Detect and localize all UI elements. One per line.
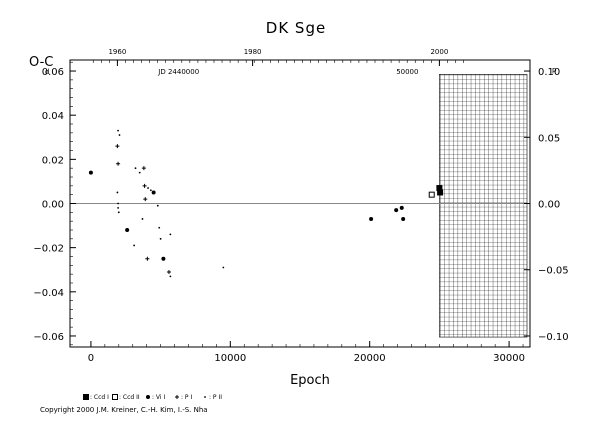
top-axis-50000-label: 50000: [396, 68, 418, 76]
top-tick-label: 1980: [244, 48, 262, 56]
right-y-tick-label: 0.05: [538, 133, 560, 144]
point-ccd-i: [436, 185, 443, 192]
point-p-ii: [117, 129, 119, 132]
point-p-ii: [118, 134, 121, 136]
point-vi-i: [151, 190, 156, 195]
point-p-ii: [134, 167, 137, 170]
point-p-ii: [169, 233, 172, 236]
point-p-ii: [117, 202, 119, 205]
point-p-ii: [156, 204, 159, 207]
point-p-ii: [116, 191, 119, 194]
y-tick-label: −0.06: [33, 332, 64, 343]
right-y-tick-label: 0.00: [538, 200, 560, 211]
legend-label: : Ccd II: [119, 394, 140, 401]
point-p-ii: [149, 189, 152, 192]
point-vi-i: [369, 216, 374, 221]
chart-title: DK Sge: [266, 19, 326, 37]
point-vi-i: [399, 205, 404, 210]
top-axis-jd-label: JD 2440000: [157, 68, 199, 76]
point-p-i: [145, 256, 150, 261]
point-ccd-ii: [112, 394, 118, 400]
point-vi-i: [394, 208, 399, 213]
legend-label: : Ccd I: [90, 394, 109, 401]
y-tick-label: 0.04: [42, 111, 64, 122]
point-ccd-i: [437, 189, 444, 196]
copyright-text: Copyright 2000 J.M. Kreiner, C.-H. Kim, …: [40, 406, 208, 414]
point-p-ii: [204, 396, 206, 398]
top-tick-label: 1960: [108, 48, 126, 56]
axis-ticks: 0.06 0.04 0.02 0.00 −0.02 −0.04 −0.06 0.10 0.05 0…: [33, 48, 568, 364]
point-vi-i: [88, 170, 93, 175]
point-p-i: [115, 144, 120, 149]
legend-label: : P II: [209, 394, 222, 401]
y-tick-label: 0.06: [42, 67, 64, 78]
point-p-i: [143, 197, 148, 202]
x-tick-label: 0: [88, 353, 94, 364]
point-p-i: [142, 183, 147, 188]
right-y-tick-label: −0.05: [538, 266, 569, 277]
point-p-ii: [117, 211, 120, 214]
point-vi-i: [146, 395, 150, 399]
right-axis-unit: p: [552, 66, 557, 74]
data-points: [88, 129, 444, 278]
x-tick-label: 20000: [354, 353, 386, 364]
point-p-ii: [222, 266, 225, 269]
y-axis-label: O-C: [29, 55, 53, 70]
point-p-ii: [138, 171, 141, 174]
point-p-ii: [169, 275, 172, 278]
point-p-i: [175, 395, 179, 399]
legend-label: : P I: [181, 394, 192, 401]
point-p-ii: [133, 244, 136, 247]
point-p-i: [116, 161, 121, 166]
point-ccd-ii: [428, 191, 435, 198]
point-p-i: [166, 269, 171, 274]
x-tick-label: 30000: [493, 353, 525, 364]
top-tick-label: 2000: [430, 48, 448, 56]
point-vi-i: [161, 256, 166, 261]
right-y-tick-label: 0.10: [538, 67, 560, 78]
point-p-ii: [159, 237, 162, 240]
right-y-tick-label: −0.10: [538, 332, 569, 343]
point-p-ii: [141, 218, 144, 220]
y-tick-label: 0.00: [42, 200, 64, 211]
point-p-ii: [117, 207, 119, 209]
y-axis-unit: d: [45, 68, 49, 76]
point-p-ii: [147, 187, 149, 189]
point-vi-i: [401, 216, 406, 221]
y-tick-label: −0.04: [33, 288, 64, 299]
legend-label: : Vi I: [152, 394, 165, 401]
y-tick-label: 0.02: [42, 155, 64, 166]
x-axis-label: Epoch: [290, 373, 330, 388]
x-tick-label: 10000: [214, 353, 246, 364]
y-tick-label: −0.02: [33, 244, 64, 255]
point-p-i: [141, 166, 146, 171]
point-ccd-i: [83, 394, 89, 400]
legend: : Ccd I : Ccd II : Vi I : P I : P II: [83, 394, 222, 401]
point-vi-i: [125, 227, 130, 232]
point-p-ii: [158, 226, 161, 229]
future-region-grid: [439, 74, 528, 338]
